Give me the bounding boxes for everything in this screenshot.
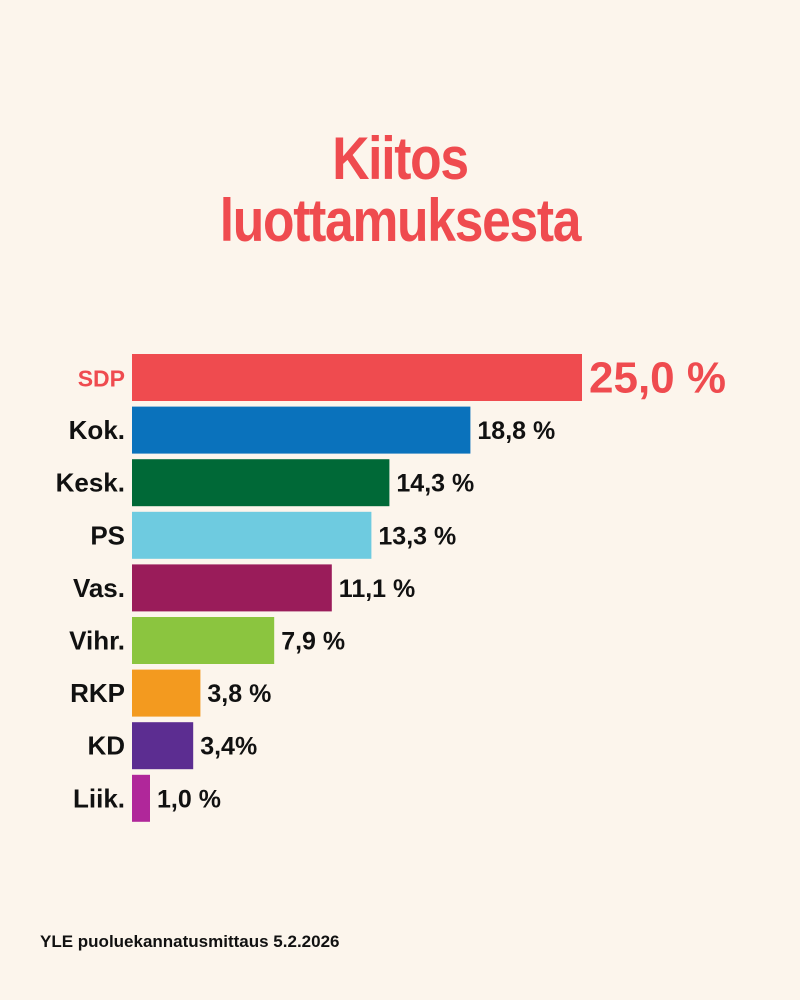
category-label-vas: Vas. <box>73 573 125 603</box>
category-label-kesk: Kesk. <box>56 468 125 498</box>
bar-liik <box>132 774 150 822</box>
value-label-vas: 11,1 % <box>339 575 415 603</box>
category-label-kok: Kok. <box>69 415 125 445</box>
category-label-vihr: Vihr. <box>69 626 125 656</box>
category-label-sdp: SDP <box>78 366 125 392</box>
bar-kd <box>132 722 194 770</box>
bar-vihr <box>132 617 275 664</box>
bar-sdp <box>132 354 582 401</box>
category-label-rkp: RKP <box>70 678 125 708</box>
value-label-sdp: 25,0 % <box>589 354 726 403</box>
value-label-ps: 13,3 % <box>378 522 456 550</box>
bar-chart: SDP 25,0 % Kok. 18,8 % Kesk. 14,3 % PS 13,3 % Va… <box>56 354 726 822</box>
bar-kesk <box>132 459 390 507</box>
source-footer: YLE puoluekannatusmittaus 5.2.2026 <box>40 932 340 951</box>
title-line-1: Kiitos <box>332 125 469 192</box>
value-label-liik: 1,0 % <box>157 785 221 813</box>
value-label-rkp: 3,8 % <box>207 680 271 708</box>
bar-kok <box>132 406 471 454</box>
value-label-kok: 18,8 % <box>477 417 555 445</box>
chart-title: Kiitos luottamuksesta <box>56 128 744 252</box>
title-line-2: luottamuksesta <box>219 187 582 254</box>
category-label-liik: Liik. <box>73 783 125 813</box>
value-label-kesk: 14,3 % <box>396 470 474 498</box>
value-label-vihr: 7,9 % <box>281 628 345 656</box>
value-label-kd: 3,4% <box>200 733 257 761</box>
category-label-ps: PS <box>90 520 125 550</box>
bar-rkp <box>132 669 201 717</box>
category-label-kd: KD <box>87 731 125 761</box>
bar-vas <box>132 564 332 612</box>
bar-ps <box>132 511 372 559</box>
